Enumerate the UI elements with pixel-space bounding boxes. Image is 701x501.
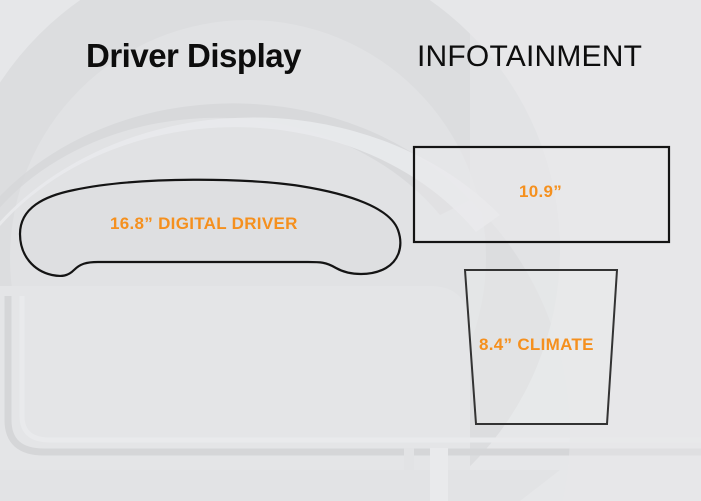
page-title-infotainment: INFOTAINMENT [417, 40, 643, 73]
spoke-hint-a [404, 448, 414, 501]
page-title-driver-display: Driver Display [86, 37, 301, 74]
digital-driver-screen-outline[interactable] [18, 178, 402, 278]
steering-wheel-rim-arc-highlight [0, 117, 500, 232]
upper-right-light [470, 0, 701, 501]
label-infotainment-size: 10.9” [519, 182, 563, 201]
label-climate: 8.4” CLIMATE [479, 335, 594, 354]
spoke-hint-b [430, 448, 448, 501]
infotainment-screen-outline[interactable] [412, 145, 671, 244]
dashboard-band [0, 286, 470, 501]
climate-screen-outline[interactable] [463, 269, 619, 425]
lower-sweep-band [0, 470, 560, 501]
label-digital-driver: 16.8” DIGITAL DRIVER [110, 214, 298, 233]
hub-outline-inner [19, 296, 701, 443]
hub-outline [4, 296, 701, 456]
